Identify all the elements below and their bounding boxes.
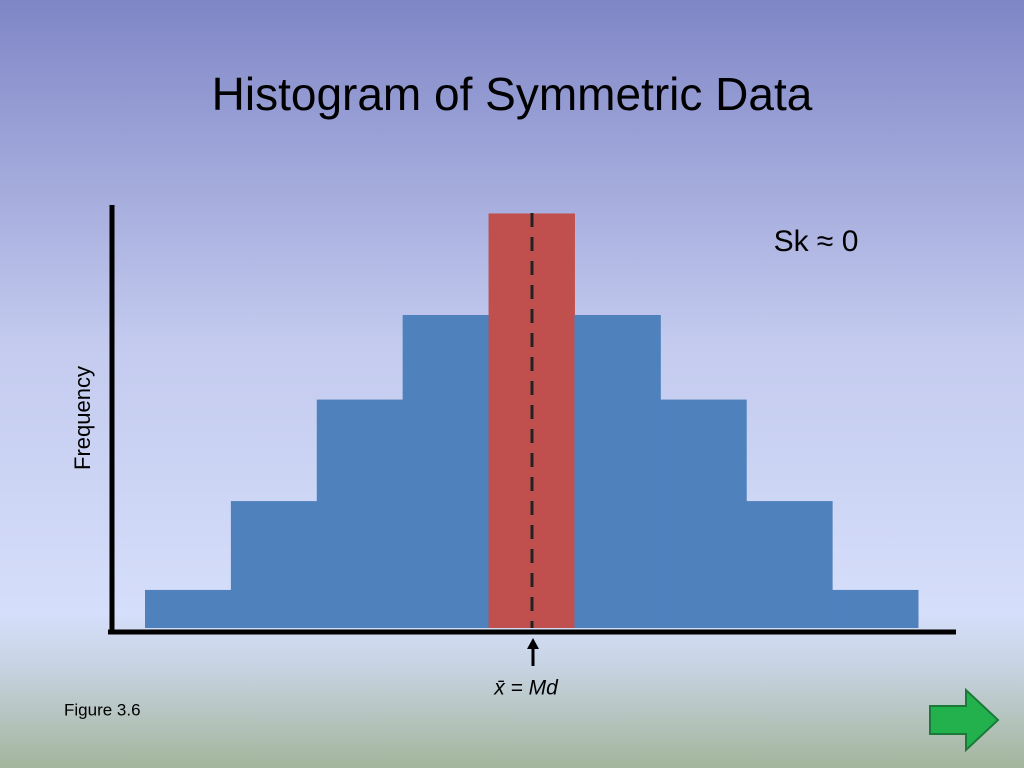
center-label: x̄ = Md (493, 677, 559, 700)
bar (574, 314, 661, 628)
bar (488, 213, 575, 628)
center-arrowhead (527, 638, 539, 649)
y-axis-label: Frequency (70, 366, 95, 470)
bar (145, 589, 232, 628)
next-button[interactable] (929, 687, 1000, 753)
bar (660, 399, 747, 628)
bar (316, 399, 404, 628)
bar (230, 501, 318, 628)
annotation: Sk ≈ 0 (774, 225, 859, 258)
slide-title: Histogram of Symmetric Data (212, 68, 813, 120)
plot (145, 213, 919, 628)
bar (402, 314, 490, 628)
bar (832, 589, 919, 628)
caption: Figure 3.6 (64, 700, 141, 719)
bar (746, 501, 833, 628)
